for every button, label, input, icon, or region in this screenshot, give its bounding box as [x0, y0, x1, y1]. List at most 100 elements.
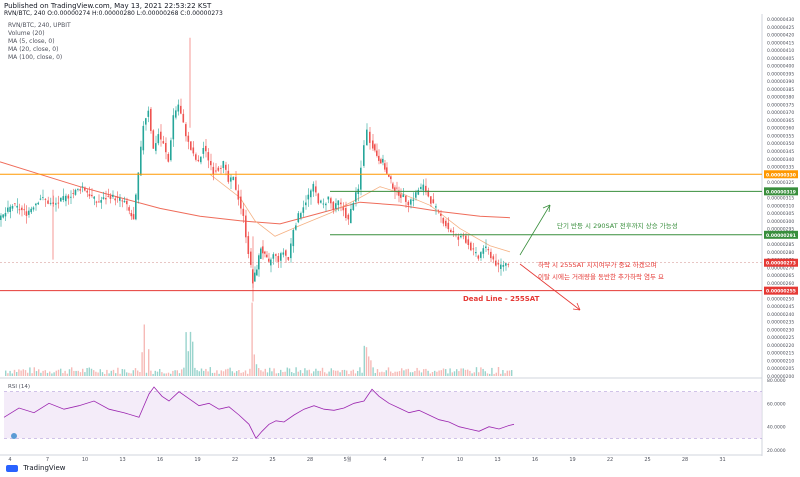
candle-body — [130, 213, 133, 217]
volume-bar — [18, 369, 20, 376]
price-tick-label: 0.00000405 — [767, 56, 794, 62]
candle-body — [480, 252, 482, 258]
volume-bar — [409, 372, 412, 376]
candle-body — [420, 186, 422, 189]
volume-bar — [264, 368, 266, 376]
candle-body — [21, 207, 23, 211]
time-tick-label: 28 — [682, 457, 688, 463]
legend-symbol[interactable]: RVN/BTC, 240, UPBIT — [8, 22, 71, 29]
candle-body — [147, 110, 150, 117]
candle-body — [180, 105, 182, 114]
volume-bar — [249, 368, 251, 376]
time-tick-label: 13 — [119, 457, 125, 463]
candle-body — [207, 152, 210, 161]
publish-header: Published on TradingView.com, May 13, 20… — [0, 0, 800, 18]
volume-bar — [306, 370, 308, 376]
candle-body — [374, 144, 376, 151]
candle-body — [98, 201, 100, 203]
volume-bar — [427, 370, 429, 376]
volume-bar — [134, 368, 137, 376]
volume-bar — [68, 369, 71, 376]
candle-body — [386, 167, 388, 174]
candle-body — [412, 199, 415, 201]
volume-bar — [27, 372, 29, 376]
time-tick-label: 10 — [82, 457, 88, 463]
time-tick-label: 19 — [194, 457, 200, 463]
candle-body — [155, 143, 157, 151]
volume-bar — [7, 373, 9, 376]
volume-bar — [222, 371, 225, 376]
volume-bar — [88, 367, 90, 376]
volume-bar — [319, 370, 321, 376]
volume-bar — [161, 372, 163, 376]
level-price-label — [764, 258, 798, 267]
candle-body — [81, 186, 84, 188]
candle-body — [232, 176, 235, 181]
legend-volume[interactable]: Volume (20) — [8, 30, 45, 37]
candle-body — [320, 200, 322, 203]
candle-body — [472, 248, 475, 250]
candle-body — [407, 201, 410, 206]
candle-body — [212, 166, 215, 175]
volume-bar — [172, 370, 174, 376]
candle-body — [475, 252, 477, 254]
legend-ma100[interactable]: MA (100, close, 0) — [8, 54, 63, 61]
candle-body — [121, 200, 123, 202]
volume-bar — [260, 370, 262, 376]
volume-bar — [33, 367, 35, 376]
candle-body — [192, 147, 195, 154]
annotation-down-1: 하락 시 255SAT 지지여부가 중요 하겠으며 — [538, 260, 657, 269]
candle-body — [23, 209, 25, 211]
candle-body — [402, 194, 405, 197]
time-tick-label: 25 — [644, 457, 650, 463]
volume-bar — [376, 369, 379, 376]
candle-body — [467, 239, 470, 245]
volume-bar — [192, 341, 194, 376]
candle-body — [317, 193, 320, 204]
candle-body — [432, 199, 435, 204]
candle-body — [197, 159, 200, 162]
volume-bar — [330, 368, 332, 376]
volume-bar — [240, 372, 242, 376]
candle-body — [126, 200, 128, 205]
volume-bar — [236, 371, 238, 376]
volume-bar — [458, 371, 460, 376]
candle-body — [465, 235, 467, 243]
volume-bar — [310, 373, 313, 376]
candle-body — [210, 161, 212, 166]
candle-body — [500, 264, 502, 269]
candle-body — [100, 200, 102, 203]
candle-body — [165, 143, 167, 153]
candle-body — [305, 202, 307, 206]
indicator-legend: RVN/BTC, 240, UPBIT Volume (20) MA (5, c… — [8, 22, 71, 62]
volume-bar — [60, 368, 62, 376]
candle-body — [366, 129, 368, 146]
volume-bar — [110, 370, 112, 376]
price-tick-label: 0.00000350 — [767, 141, 794, 147]
volume-bar — [187, 351, 189, 376]
candle-body — [74, 189, 77, 195]
candle-body — [107, 195, 109, 197]
candle-body — [7, 207, 9, 212]
volume-bar — [137, 370, 139, 376]
time-tick-label: 28 — [307, 457, 313, 463]
volume-bar — [288, 368, 291, 376]
candle-body — [282, 252, 285, 255]
volume-bar — [293, 373, 295, 376]
volume-bar — [196, 370, 198, 376]
candle-body — [240, 196, 242, 209]
volume-bar — [407, 368, 409, 376]
legend-ma20[interactable]: MA (20, close, 0) — [8, 46, 59, 53]
volume-bar — [275, 373, 277, 376]
level-price-label — [764, 187, 798, 196]
volume-bar — [117, 367, 119, 376]
legend-ma5[interactable]: MA (5, close, 0) — [8, 38, 55, 45]
price-tick-label: 0.00000240 — [767, 312, 794, 318]
candle-body — [345, 208, 347, 218]
candle-body — [327, 196, 330, 200]
volume-bar — [324, 372, 326, 376]
volume-bar — [152, 373, 154, 376]
candle-body — [312, 183, 315, 192]
candle-body — [355, 192, 357, 202]
